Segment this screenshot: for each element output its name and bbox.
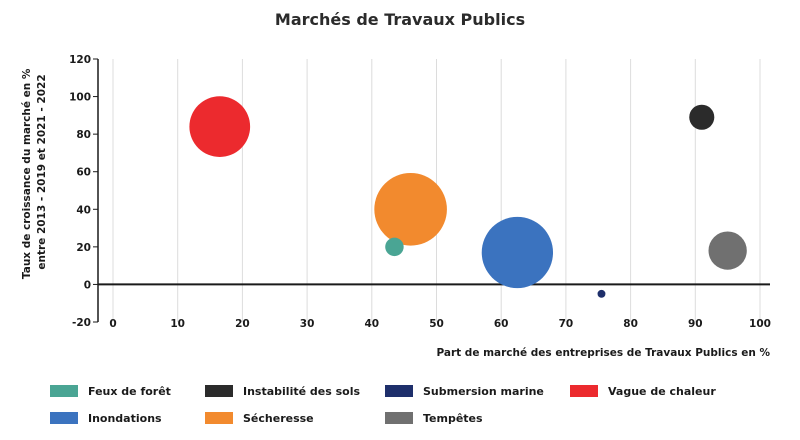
x-tick-label: 30 bbox=[300, 318, 315, 330]
bubble-feux-de-for-t bbox=[385, 237, 404, 257]
bubbles bbox=[189, 96, 747, 298]
legend-item: Tempêtes bbox=[385, 409, 483, 427]
x-tick-label: 0 bbox=[109, 318, 116, 330]
legend-item: Inondations bbox=[50, 409, 162, 427]
bubble-temp-tes bbox=[708, 231, 747, 270]
legend-item: Sécheresse bbox=[205, 409, 314, 427]
legend-swatch bbox=[570, 385, 598, 397]
x-tick-label: 60 bbox=[494, 318, 509, 330]
bubble-s-cheresse bbox=[374, 172, 447, 246]
legend-label: Submersion marine bbox=[423, 384, 544, 398]
legend-label: Feux de forêt bbox=[88, 384, 171, 398]
y-tick-label: 80 bbox=[76, 129, 91, 141]
y-axis-label: Taux de croissance du marché en % entre … bbox=[21, 65, 48, 279]
bubble-submersion-marine bbox=[597, 289, 606, 298]
legend-swatch bbox=[385, 385, 413, 397]
legend-swatch bbox=[50, 385, 78, 397]
y-axis-label-line-2: entre 2013 - 2019 et 2021 - 2022 bbox=[36, 74, 48, 269]
legend-label: Sécheresse bbox=[243, 411, 314, 425]
legend-item: Vague de chaleur bbox=[570, 382, 716, 400]
y-tick-label: 100 bbox=[69, 92, 91, 104]
y-tick-label: 20 bbox=[76, 242, 91, 254]
chart-title: Marchés de Travaux Publics bbox=[274, 10, 526, 29]
y-tick-label: 60 bbox=[76, 167, 91, 179]
y-tick-label: 40 bbox=[76, 204, 91, 216]
legend-label: Instabilité des sols bbox=[243, 384, 361, 398]
y-tick-label: 0 bbox=[84, 279, 91, 291]
x-axis-label: Part de marché des entreprises de Travau… bbox=[436, 347, 770, 359]
legend-swatch bbox=[50, 412, 78, 424]
legend-item: Instabilité des sols bbox=[205, 382, 360, 400]
legend-item: Submersion marine bbox=[385, 382, 544, 400]
bubble-vague-de-chaleur bbox=[189, 96, 251, 157]
x-tick-label: 10 bbox=[170, 318, 185, 330]
legend-item: Feux de forêt bbox=[50, 382, 171, 400]
x-tick-label: 70 bbox=[559, 318, 574, 330]
y-tick-label: 120 bbox=[69, 54, 91, 66]
legend-label: Tempêtes bbox=[423, 411, 483, 425]
bubble-inondations bbox=[481, 216, 554, 289]
legend-label: Inondations bbox=[88, 411, 162, 425]
x-tick-label: 50 bbox=[429, 318, 444, 330]
y-axis-label-line-1: Taux de croissance du marché en % bbox=[21, 68, 33, 279]
legend-swatch bbox=[205, 412, 233, 424]
y-tick-label: -20 bbox=[72, 317, 91, 329]
legend-label: Vague de chaleur bbox=[608, 384, 716, 398]
x-tick-label: 100 bbox=[749, 318, 771, 330]
legend-swatch bbox=[205, 385, 233, 397]
tick-labels: -20 0 20 40 60 80 100 120 0 10 20 30 40 50 60 70 80 90 100 bbox=[69, 54, 771, 330]
x-tick-label: 20 bbox=[235, 318, 250, 330]
bubble-chart: -20 0 20 40 60 80 100 120 0 10 20 30 40 50 60 70 80 90 100… bbox=[21, 54, 771, 359]
axes bbox=[93, 58, 770, 323]
x-tick-label: 90 bbox=[688, 318, 703, 330]
legend-swatch bbox=[385, 412, 413, 424]
x-tick-label: 40 bbox=[364, 318, 379, 330]
bubble-instabilit-des-sols bbox=[689, 104, 715, 130]
x-tick-label: 80 bbox=[623, 318, 638, 330]
